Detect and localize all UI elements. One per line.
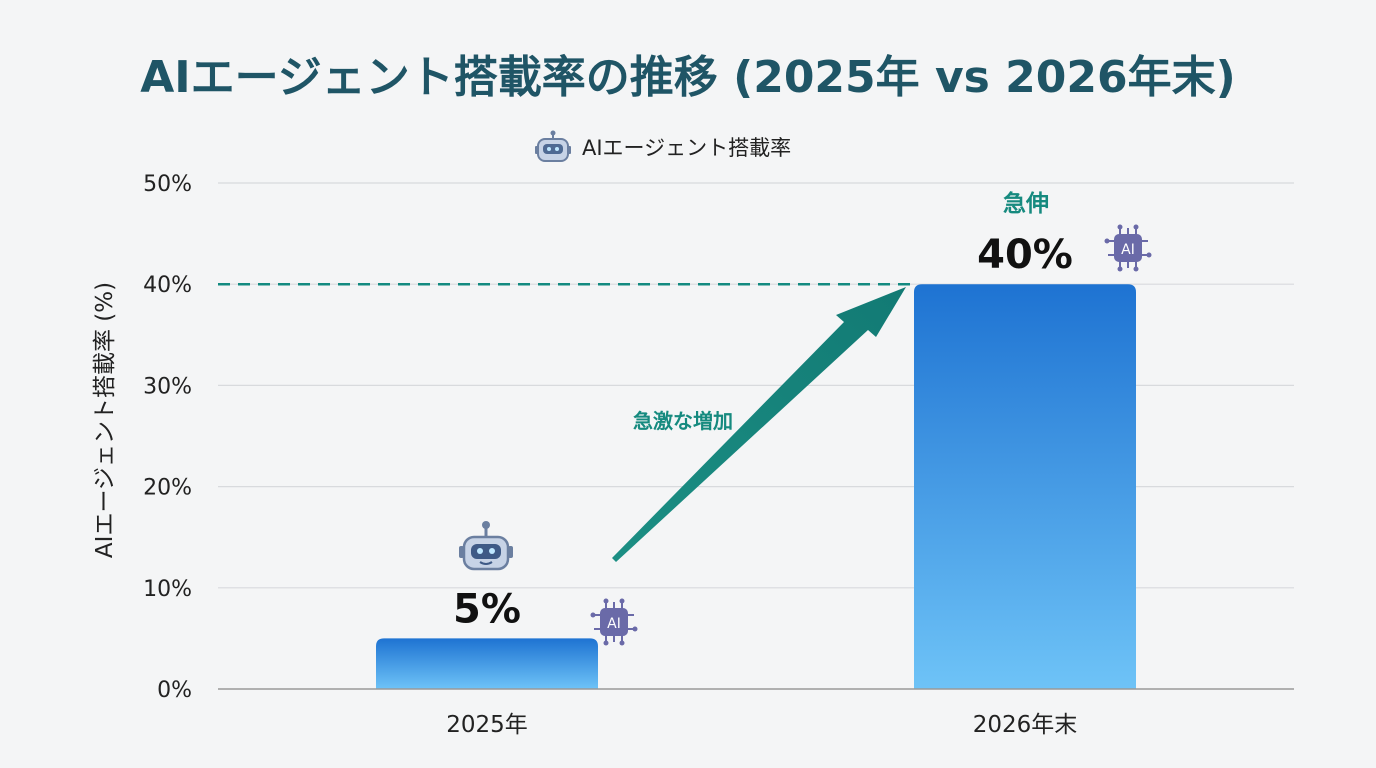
y-tick-label: 10% xyxy=(143,577,192,602)
chart-title: AIエージェント搭載率の推移 (2025年 vs 2026年末) xyxy=(140,52,1236,103)
data-label: 40% xyxy=(977,232,1073,278)
svg-text:AI: AI xyxy=(1121,242,1135,258)
y-tick-label: 20% xyxy=(143,476,192,501)
x-axis-ticks: 2025年 2026年末 xyxy=(446,712,1077,738)
bars xyxy=(376,284,1136,689)
data-labels: 5% 40% xyxy=(453,232,1073,632)
arrow-annotation-label: 急激な増加 xyxy=(633,409,733,433)
bar xyxy=(376,638,598,689)
bar xyxy=(914,284,1136,689)
ai-chip-icon: AI xyxy=(1104,224,1152,272)
x-tick-label: 2025年 xyxy=(446,712,528,738)
y-axis-label: AIエージェント搭載率 (%) xyxy=(92,282,118,558)
legend-label: AIエージェント搭載率 xyxy=(582,136,791,160)
legend-robot-icon xyxy=(535,130,571,162)
growth-arrow xyxy=(612,287,906,562)
data-label: 5% xyxy=(453,586,521,632)
y-tick-label: 0% xyxy=(157,678,192,703)
y-tick-label: 50% xyxy=(143,172,192,197)
y-tick-label: 40% xyxy=(143,273,192,298)
x-tick-label: 2026年末 xyxy=(973,712,1078,738)
y-tick-label: 30% xyxy=(143,374,192,399)
svg-text:AI: AI xyxy=(607,616,621,632)
legend: AIエージェント搭載率 xyxy=(535,130,791,162)
ai-chip-icon: AI xyxy=(590,598,638,646)
surge-annotation-label: 急伸 xyxy=(1003,190,1049,217)
robot-icon xyxy=(459,521,513,571)
y-axis-ticks: 0% 10% 20% 30% 40% 50% xyxy=(143,172,192,703)
